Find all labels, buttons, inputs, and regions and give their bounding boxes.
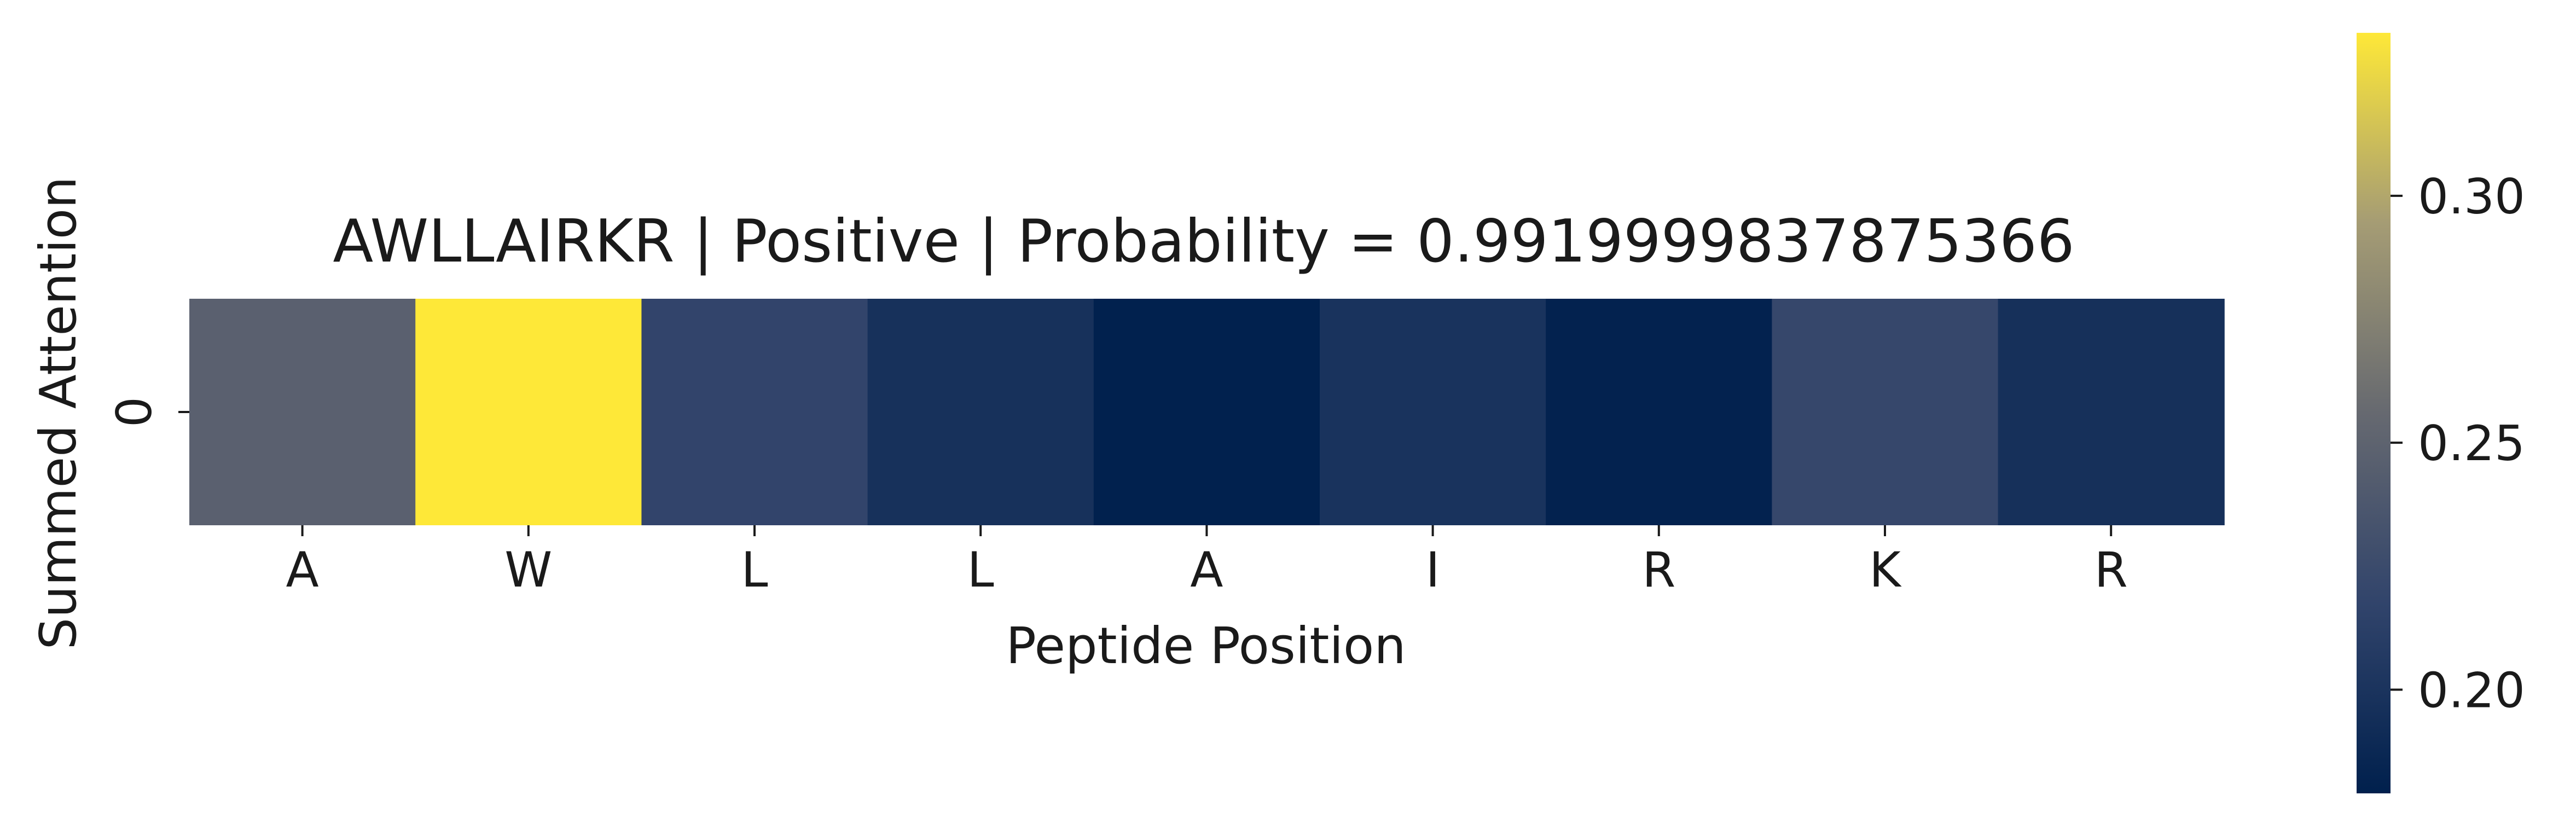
x-axis-label: Peptide Position	[1006, 617, 1406, 675]
y-axis-ticks: 0	[106, 397, 189, 427]
heatmap-cell	[1998, 299, 2225, 525]
x-tick-label: W	[504, 542, 552, 598]
y-tick-label: 0	[106, 397, 163, 427]
x-tick-label: R	[2095, 542, 2128, 598]
colorbar-tick-label: 0.20	[2418, 662, 2525, 718]
x-tick-label: A	[286, 542, 318, 598]
heatmap-cell	[1093, 299, 1320, 525]
heatmap-cell	[1320, 299, 1547, 525]
x-tick-label: K	[1869, 542, 1902, 598]
x-tick-label: L	[967, 542, 994, 598]
y-axis-label: Summed Attention	[29, 177, 88, 650]
heatmap-cell	[1772, 299, 1999, 525]
colorbar-ticks: 0.20 0.25 0.30	[2391, 169, 2525, 718]
x-tick-label: A	[1190, 542, 1223, 598]
colorbar-tick-label: 0.25	[2418, 415, 2525, 472]
x-tick-label: I	[1426, 542, 1440, 598]
heatmap-cells	[189, 299, 2225, 525]
x-tick-label: R	[1642, 542, 1675, 598]
heatmap-cell	[641, 299, 868, 525]
colorbar	[2357, 33, 2391, 793]
heatmap-cell	[1546, 299, 1773, 525]
heatmap-cell	[867, 299, 1094, 525]
x-tick-label: L	[741, 542, 768, 598]
heatmap-cell	[189, 299, 416, 525]
heatmap-cell	[415, 299, 642, 525]
chart-title: AWLLAIRKR | Positive | Probability = 0.9…	[333, 207, 2074, 276]
colorbar-tick-label: 0.30	[2418, 169, 2525, 225]
